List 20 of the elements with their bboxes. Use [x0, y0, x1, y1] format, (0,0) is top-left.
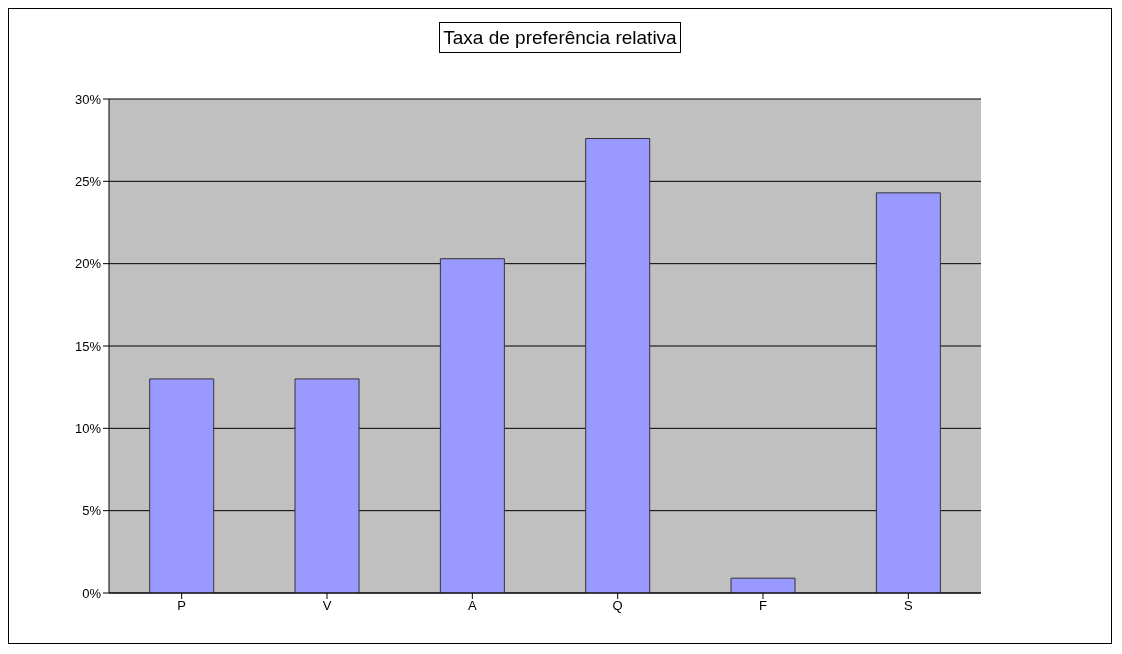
x-tick-label: S	[904, 598, 913, 614]
y-tick-label: 10%	[74, 420, 102, 436]
bar	[730, 577, 796, 593]
y-tick-label: 15%	[74, 338, 102, 354]
y-tick-label: 30%	[74, 91, 102, 107]
chart-title: Taxa de preferência relativa	[439, 22, 681, 53]
bar	[294, 378, 360, 593]
x-tick-label: A	[468, 598, 477, 614]
x-tick-label: P	[177, 598, 186, 614]
y-tick-label: 25%	[74, 173, 102, 189]
bar	[875, 192, 941, 593]
x-tick-label: Q	[612, 598, 623, 614]
y-tick-label: 5%	[82, 503, 102, 519]
x-tick-label: F	[759, 598, 768, 614]
bar	[149, 378, 215, 593]
y-tick-label: 0%	[82, 585, 102, 601]
x-tick-label: V	[322, 598, 332, 614]
bar	[439, 258, 505, 593]
y-tick-label: 20%	[74, 256, 102, 272]
bar	[585, 138, 651, 593]
